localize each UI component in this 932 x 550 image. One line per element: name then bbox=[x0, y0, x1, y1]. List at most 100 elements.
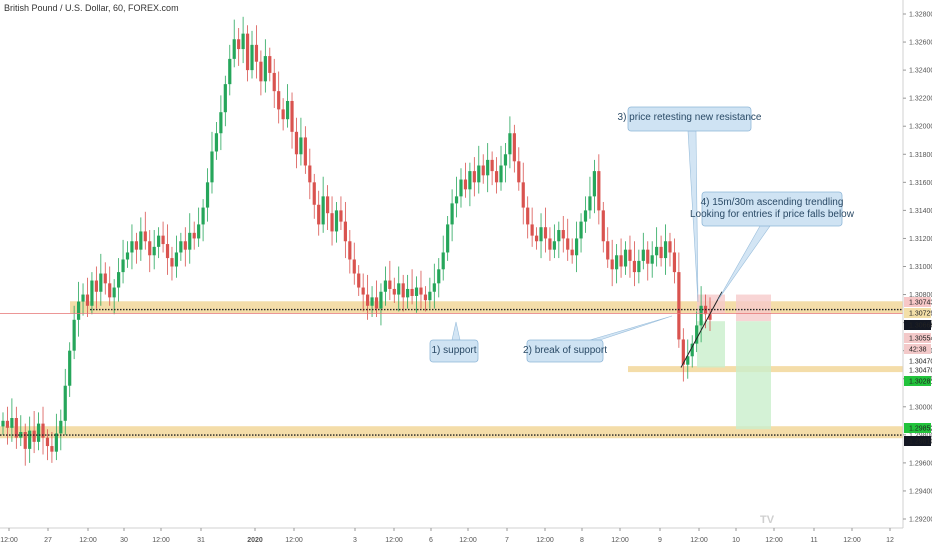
candle bbox=[472, 157, 476, 197]
candle bbox=[308, 148, 312, 200]
candle bbox=[357, 265, 361, 296]
candle bbox=[503, 143, 508, 183]
candle-body bbox=[210, 151, 214, 183]
candle bbox=[681, 328, 685, 382]
callout-support-pointer bbox=[451, 321, 461, 341]
time-tick-label: 10 bbox=[732, 537, 740, 544]
time-tick-label: 12:00 bbox=[690, 537, 708, 544]
candle-body bbox=[112, 287, 116, 298]
price-badge: 1.30729 bbox=[904, 308, 932, 318]
candle bbox=[419, 270, 423, 309]
candle bbox=[277, 71, 281, 124]
candle bbox=[543, 207, 548, 253]
candle-body bbox=[597, 171, 601, 211]
tradingview-logo-icon: TV bbox=[760, 514, 775, 526]
candle bbox=[330, 196, 334, 246]
candle-body bbox=[406, 288, 410, 298]
candle bbox=[272, 58, 276, 108]
candle-body bbox=[686, 356, 690, 365]
time-tick-label: 12:00 bbox=[765, 537, 783, 544]
price-tick-label: 1.30000 bbox=[909, 404, 932, 411]
time-tick-label: 12:00 bbox=[285, 537, 303, 544]
time-tick-label: 3 bbox=[353, 537, 357, 544]
candle bbox=[477, 145, 481, 194]
price-tick-label: 1.32800 bbox=[909, 12, 932, 19]
candle-body bbox=[463, 179, 468, 190]
candle-layer bbox=[1, 16, 712, 466]
candle bbox=[117, 258, 121, 302]
candle bbox=[192, 221, 196, 250]
price-badge-bg bbox=[904, 376, 931, 386]
candle bbox=[268, 47, 272, 82]
candle-body bbox=[366, 294, 370, 306]
callout-trendline-box bbox=[701, 191, 843, 227]
time-tick-label: 2020 bbox=[247, 537, 263, 544]
candle bbox=[161, 221, 165, 253]
callout-break[interactable]: 2) break of support bbox=[523, 315, 673, 363]
candle bbox=[90, 272, 94, 315]
candle bbox=[450, 189, 454, 242]
candle-body bbox=[32, 430, 36, 442]
price-tick-label: 1.32400 bbox=[909, 68, 932, 75]
candle-body bbox=[188, 232, 192, 250]
candle-body bbox=[174, 252, 179, 267]
candle-body bbox=[499, 165, 503, 183]
candle-body bbox=[197, 224, 201, 239]
price-tick-label: 1.32200 bbox=[909, 96, 932, 103]
candle bbox=[579, 213, 583, 253]
candle-body bbox=[241, 33, 245, 50]
candle bbox=[210, 131, 214, 194]
candle-body bbox=[392, 288, 396, 295]
target-box-2 bbox=[736, 321, 771, 430]
callout-trendline-pointer bbox=[717, 225, 771, 301]
candle bbox=[432, 263, 436, 309]
candle-body bbox=[695, 325, 699, 344]
candle bbox=[637, 249, 641, 284]
candle-body bbox=[370, 297, 374, 306]
price-tick-label: 1.32000 bbox=[909, 124, 932, 131]
candle bbox=[325, 185, 330, 231]
candle-body bbox=[468, 171, 472, 190]
candle-body bbox=[250, 44, 254, 71]
candle bbox=[521, 162, 525, 225]
candle bbox=[28, 416, 32, 463]
candle bbox=[379, 283, 383, 326]
time-tick-label: 31 bbox=[197, 537, 205, 544]
candle-body bbox=[108, 283, 112, 298]
candle-body bbox=[343, 221, 347, 242]
candle bbox=[499, 145, 503, 191]
chart-title: British Pound / U.S. Dollar, 60, FOREX.c… bbox=[4, 3, 179, 13]
candle bbox=[646, 241, 650, 281]
candle-body bbox=[272, 72, 276, 92]
candle-body bbox=[379, 291, 383, 309]
time-tick-label: 12:00 bbox=[152, 537, 170, 544]
candle-body bbox=[583, 210, 588, 222]
candle-body bbox=[259, 61, 263, 82]
candle-body bbox=[623, 249, 628, 267]
callout-support-text: 1) support bbox=[431, 345, 476, 356]
candle-body bbox=[579, 221, 583, 239]
support-zone bbox=[70, 301, 903, 314]
candle bbox=[463, 162, 468, 198]
candle-body bbox=[566, 238, 570, 250]
candle bbox=[41, 406, 45, 455]
candle bbox=[668, 232, 672, 267]
level-line-layer bbox=[0, 291, 903, 436]
price-badge-bg bbox=[904, 333, 931, 343]
candle bbox=[615, 244, 619, 284]
candle-body bbox=[672, 252, 677, 273]
price-badge-bg bbox=[904, 297, 931, 307]
candle-body bbox=[36, 423, 41, 442]
candle-body bbox=[437, 269, 441, 284]
candle-body bbox=[99, 273, 103, 292]
price-badge: 1.30666 bbox=[904, 320, 932, 330]
price-badge-label: 1.30470 bbox=[909, 359, 932, 366]
candle bbox=[59, 409, 63, 451]
callout-retest[interactable]: 3) price retesting new resistance bbox=[618, 106, 762, 303]
candle-body bbox=[663, 241, 668, 259]
candle bbox=[10, 398, 14, 442]
callout-support[interactable]: 1) support bbox=[429, 321, 479, 363]
candle bbox=[486, 143, 490, 193]
